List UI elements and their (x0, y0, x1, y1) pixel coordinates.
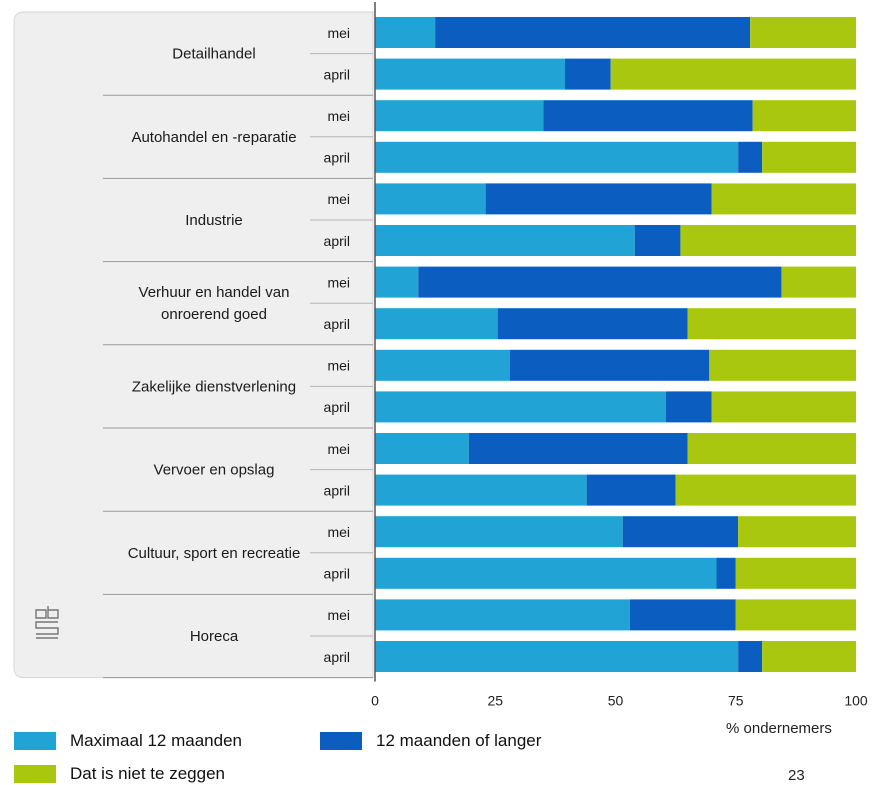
cbs-logo-icon (35, 606, 59, 639)
bar-segment (711, 391, 856, 423)
row-label: april (324, 566, 350, 582)
bar-segment (375, 349, 510, 381)
bar-segment (709, 349, 856, 381)
bar-segment (375, 58, 565, 90)
bar-segment (687, 308, 856, 340)
row-label: mei (327, 191, 350, 207)
bar-segment (509, 349, 710, 381)
bar-segment (738, 641, 763, 672)
legend-swatch-series-0 (14, 732, 56, 750)
x-tick-label: 75 (728, 693, 744, 709)
bar-segment (610, 58, 856, 90)
group-label: Cultuur, sport en recreatie (128, 545, 301, 562)
row-label: mei (327, 441, 350, 457)
bar-segment (375, 557, 717, 589)
bar-segment (468, 433, 688, 464)
row-label: april (324, 399, 350, 415)
row-label: april (324, 649, 350, 665)
legend-item-series-2: Dat is niet te zeggen (14, 764, 225, 784)
legend-label-series-2: Dat is niet te zeggen (70, 764, 225, 783)
bar-segment (375, 599, 630, 631)
bar-segment (675, 474, 856, 506)
bar-segment (485, 183, 712, 215)
row-label: mei (327, 358, 350, 374)
row-label: mei (327, 25, 350, 41)
bar-segment (375, 516, 623, 548)
bar-segment (375, 641, 739, 672)
bar-segment (738, 516, 856, 548)
bar-segment (781, 266, 856, 298)
bar-segment (497, 308, 688, 340)
bar-segment (375, 474, 587, 506)
x-tick-label: 50 (608, 693, 624, 709)
bar-segment (629, 599, 736, 631)
bar-segment (666, 391, 712, 423)
group-label: Vervoer en opslag (154, 462, 275, 479)
legend-label-series-1: 12 maanden of langer (376, 731, 542, 750)
row-label: april (324, 66, 350, 82)
row-label: april (324, 233, 350, 249)
group-label: Horeca (190, 628, 239, 645)
bar-segment (716, 557, 736, 589)
bar-segment (375, 391, 667, 423)
bar-segment (735, 599, 856, 631)
row-label: mei (327, 524, 350, 540)
bar-segment (543, 100, 753, 132)
bar-segment (375, 433, 469, 464)
bar-segment (564, 58, 611, 90)
bar-segment (750, 17, 856, 48)
legend-swatch-series-2 (14, 765, 56, 783)
page-number: 23 (788, 767, 805, 784)
bar-segment (738, 141, 763, 173)
row-label: mei (327, 607, 350, 623)
category-label-panel: Detailhandel mei april Autohandel en -repar… (13, 11, 374, 679)
legend-item-series-0: Maximaal 12 maanden (14, 731, 242, 751)
group-label: Verhuur en handel van onroerend goed (139, 284, 290, 323)
bar-segment (375, 225, 635, 256)
bar-segment (375, 141, 739, 173)
bar-segment (375, 17, 436, 48)
bar-segment (375, 308, 498, 340)
bar-segment (762, 141, 856, 173)
bar-segment (375, 266, 419, 298)
bar-segment (762, 641, 856, 672)
bar-segment (680, 225, 856, 256)
bar-segment (634, 225, 681, 256)
x-tick-label: 100 (844, 693, 868, 709)
x-tick-label: 0 (371, 693, 379, 709)
legend-item-series-1: 12 maanden of langer (320, 731, 541, 751)
x-tick-label: 25 (487, 693, 503, 709)
bar-segment (711, 183, 856, 215)
bar-segment (375, 100, 544, 132)
legend-swatch-series-1 (320, 732, 362, 750)
row-label: mei (327, 274, 350, 290)
bar-segment (435, 17, 751, 48)
bar-segment (735, 557, 856, 589)
row-label: april (324, 150, 350, 166)
group-label: Detailhandel (172, 46, 255, 63)
group-label: Zakelijke dienstverlening (132, 378, 296, 395)
x-axis-label: % ondernemers (726, 720, 832, 737)
bar-segment (687, 433, 856, 464)
bar-segment (586, 474, 676, 506)
row-label: april (324, 316, 350, 332)
x-axis: 0 25 50 75 100 (371, 2, 868, 709)
row-label: april (324, 482, 350, 498)
row-label: mei (327, 108, 350, 124)
group-label: Autohandel en -reparatie (131, 129, 296, 146)
bars-layer (375, 17, 856, 672)
bar-segment (418, 266, 782, 298)
bar-segment (622, 516, 739, 548)
legend-label-series-0: Maximaal 12 maanden (70, 731, 242, 750)
bar-segment (752, 100, 856, 132)
bar-segment (375, 183, 486, 215)
group-label: Industrie (185, 212, 243, 229)
